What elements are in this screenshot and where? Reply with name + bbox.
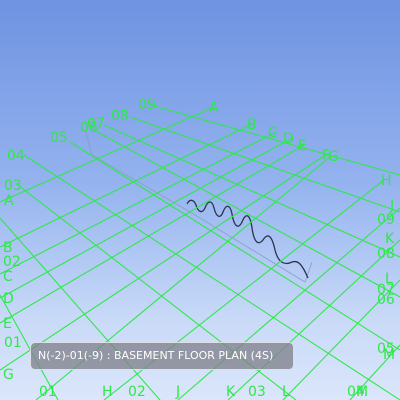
grid-label-02-left: 02 (3, 254, 21, 270)
grid-label-01-bottom: 01 (39, 384, 57, 400)
grid-label-07-top: 07 (87, 116, 105, 132)
grid-label-J-right: J (389, 198, 394, 214)
grid-label-E-left: E (3, 316, 12, 332)
gridline-M (349, 344, 400, 400)
grid-label-B-top: B (247, 117, 257, 133)
grid-label-F-top: F (322, 148, 330, 164)
grid-label-08-right: 08 (377, 246, 395, 262)
grid-label-06-right: 06 (377, 292, 395, 308)
gridline-F (0, 153, 328, 371)
gridline-05 (69, 141, 400, 351)
view-name-label: N(-2)-01(-9) : BASEMENT FLOOR PLAN (4S) (30, 342, 294, 370)
gridline-07 (103, 124, 400, 258)
grid-label-H-right: H (381, 173, 392, 189)
grid-label-B-left: B (3, 240, 13, 256)
grid-label-04-top: 04 (7, 148, 25, 164)
gridline-09 (153, 105, 400, 176)
grid-label-D-top: D (283, 131, 294, 147)
grid-label-J-bottom: J (175, 384, 180, 400)
grid-label-C-left: C (3, 269, 13, 285)
gridline-04 (23, 154, 400, 400)
grid-label-E-top: E (298, 138, 307, 154)
gridline-D (0, 137, 293, 299)
gridline-01 (0, 294, 59, 400)
gridline-A (0, 106, 215, 203)
gridline-08 (129, 116, 400, 213)
grid-label-03-left: 03 (4, 178, 22, 194)
gridline-C (0, 131, 277, 275)
gridline-06 (89, 127, 400, 298)
grid-label-C-top: C (268, 125, 278, 141)
gridline-L (282, 279, 400, 400)
grid-label-H-bottom: H (102, 384, 113, 400)
grid-label-08-top: 08 (111, 108, 129, 124)
grid-label-K-bottom: K (226, 384, 236, 400)
grid-label-09-top: 09 (138, 97, 156, 113)
grid-label-05-top: 05 (50, 130, 68, 146)
grid-label-M-bottom: M (356, 384, 368, 400)
grid-label-09-right: 09 (377, 212, 395, 228)
gridline-B (0, 123, 253, 248)
grid-label-K-right: K (385, 231, 395, 247)
grid-label-06-top: 06 (80, 120, 98, 136)
grid-label-M-right: M (383, 347, 395, 363)
grid-label-L-bottom: L (282, 384, 290, 400)
grid-label-07-right: 07 (377, 282, 395, 298)
grid-label-02-bottom: 02 (128, 384, 146, 400)
gridline-K (227, 239, 400, 400)
gridline-E (0, 144, 305, 324)
grid-label-G-top: G (328, 149, 339, 165)
grid-label-01-left: 01 (4, 335, 22, 351)
grid-label-A-left: A (4, 193, 14, 209)
grid-label-G-left: G (3, 367, 14, 383)
grid-labels: A B C D E F G 09 08 07 06 05 04 03 A B 0… (3, 97, 395, 400)
grid-label-L-right: L (385, 271, 393, 287)
grid-label-05-right: 05 (377, 341, 395, 357)
grid-label-A-top: A (209, 100, 219, 116)
grid-label-D-left: D (3, 291, 14, 307)
wavy-curve (186, 199, 309, 279)
grid-label-03-bottom: 03 (248, 384, 266, 400)
grid-label-04-bottom: 04 (347, 384, 365, 400)
